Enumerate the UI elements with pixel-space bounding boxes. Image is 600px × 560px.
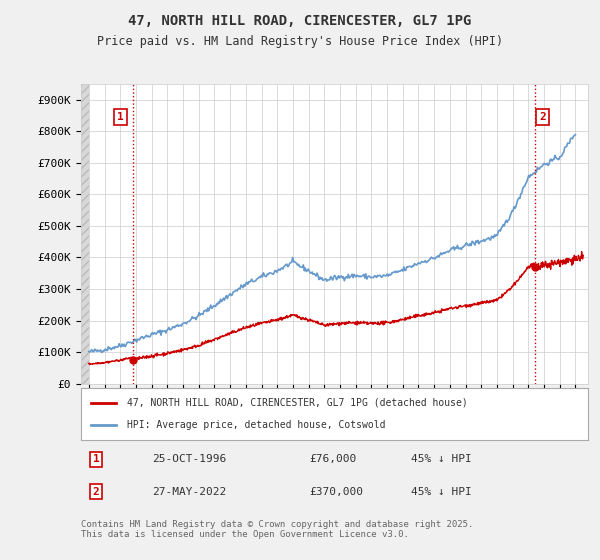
Text: 45% ↓ HPI: 45% ↓ HPI (410, 454, 472, 464)
Text: 47, NORTH HILL ROAD, CIRENCESTER, GL7 1PG (detached house): 47, NORTH HILL ROAD, CIRENCESTER, GL7 1P… (127, 398, 467, 408)
Text: 2: 2 (539, 112, 546, 122)
Text: 1: 1 (93, 454, 100, 464)
Text: Price paid vs. HM Land Registry's House Price Index (HPI): Price paid vs. HM Land Registry's House … (97, 35, 503, 48)
Text: 2: 2 (93, 487, 100, 497)
Text: 25-OCT-1996: 25-OCT-1996 (152, 454, 226, 464)
Text: Contains HM Land Registry data © Crown copyright and database right 2025.
This d: Contains HM Land Registry data © Crown c… (81, 520, 473, 539)
Bar (81, 84, 89, 384)
Text: 45% ↓ HPI: 45% ↓ HPI (410, 487, 472, 497)
Text: 47, NORTH HILL ROAD, CIRENCESTER, GL7 1PG: 47, NORTH HILL ROAD, CIRENCESTER, GL7 1P… (128, 14, 472, 28)
Text: 1: 1 (117, 112, 124, 122)
Text: £370,000: £370,000 (309, 487, 363, 497)
Text: £76,000: £76,000 (309, 454, 356, 464)
Text: 27-MAY-2022: 27-MAY-2022 (152, 487, 226, 497)
Text: HPI: Average price, detached house, Cotswold: HPI: Average price, detached house, Cots… (127, 420, 385, 430)
